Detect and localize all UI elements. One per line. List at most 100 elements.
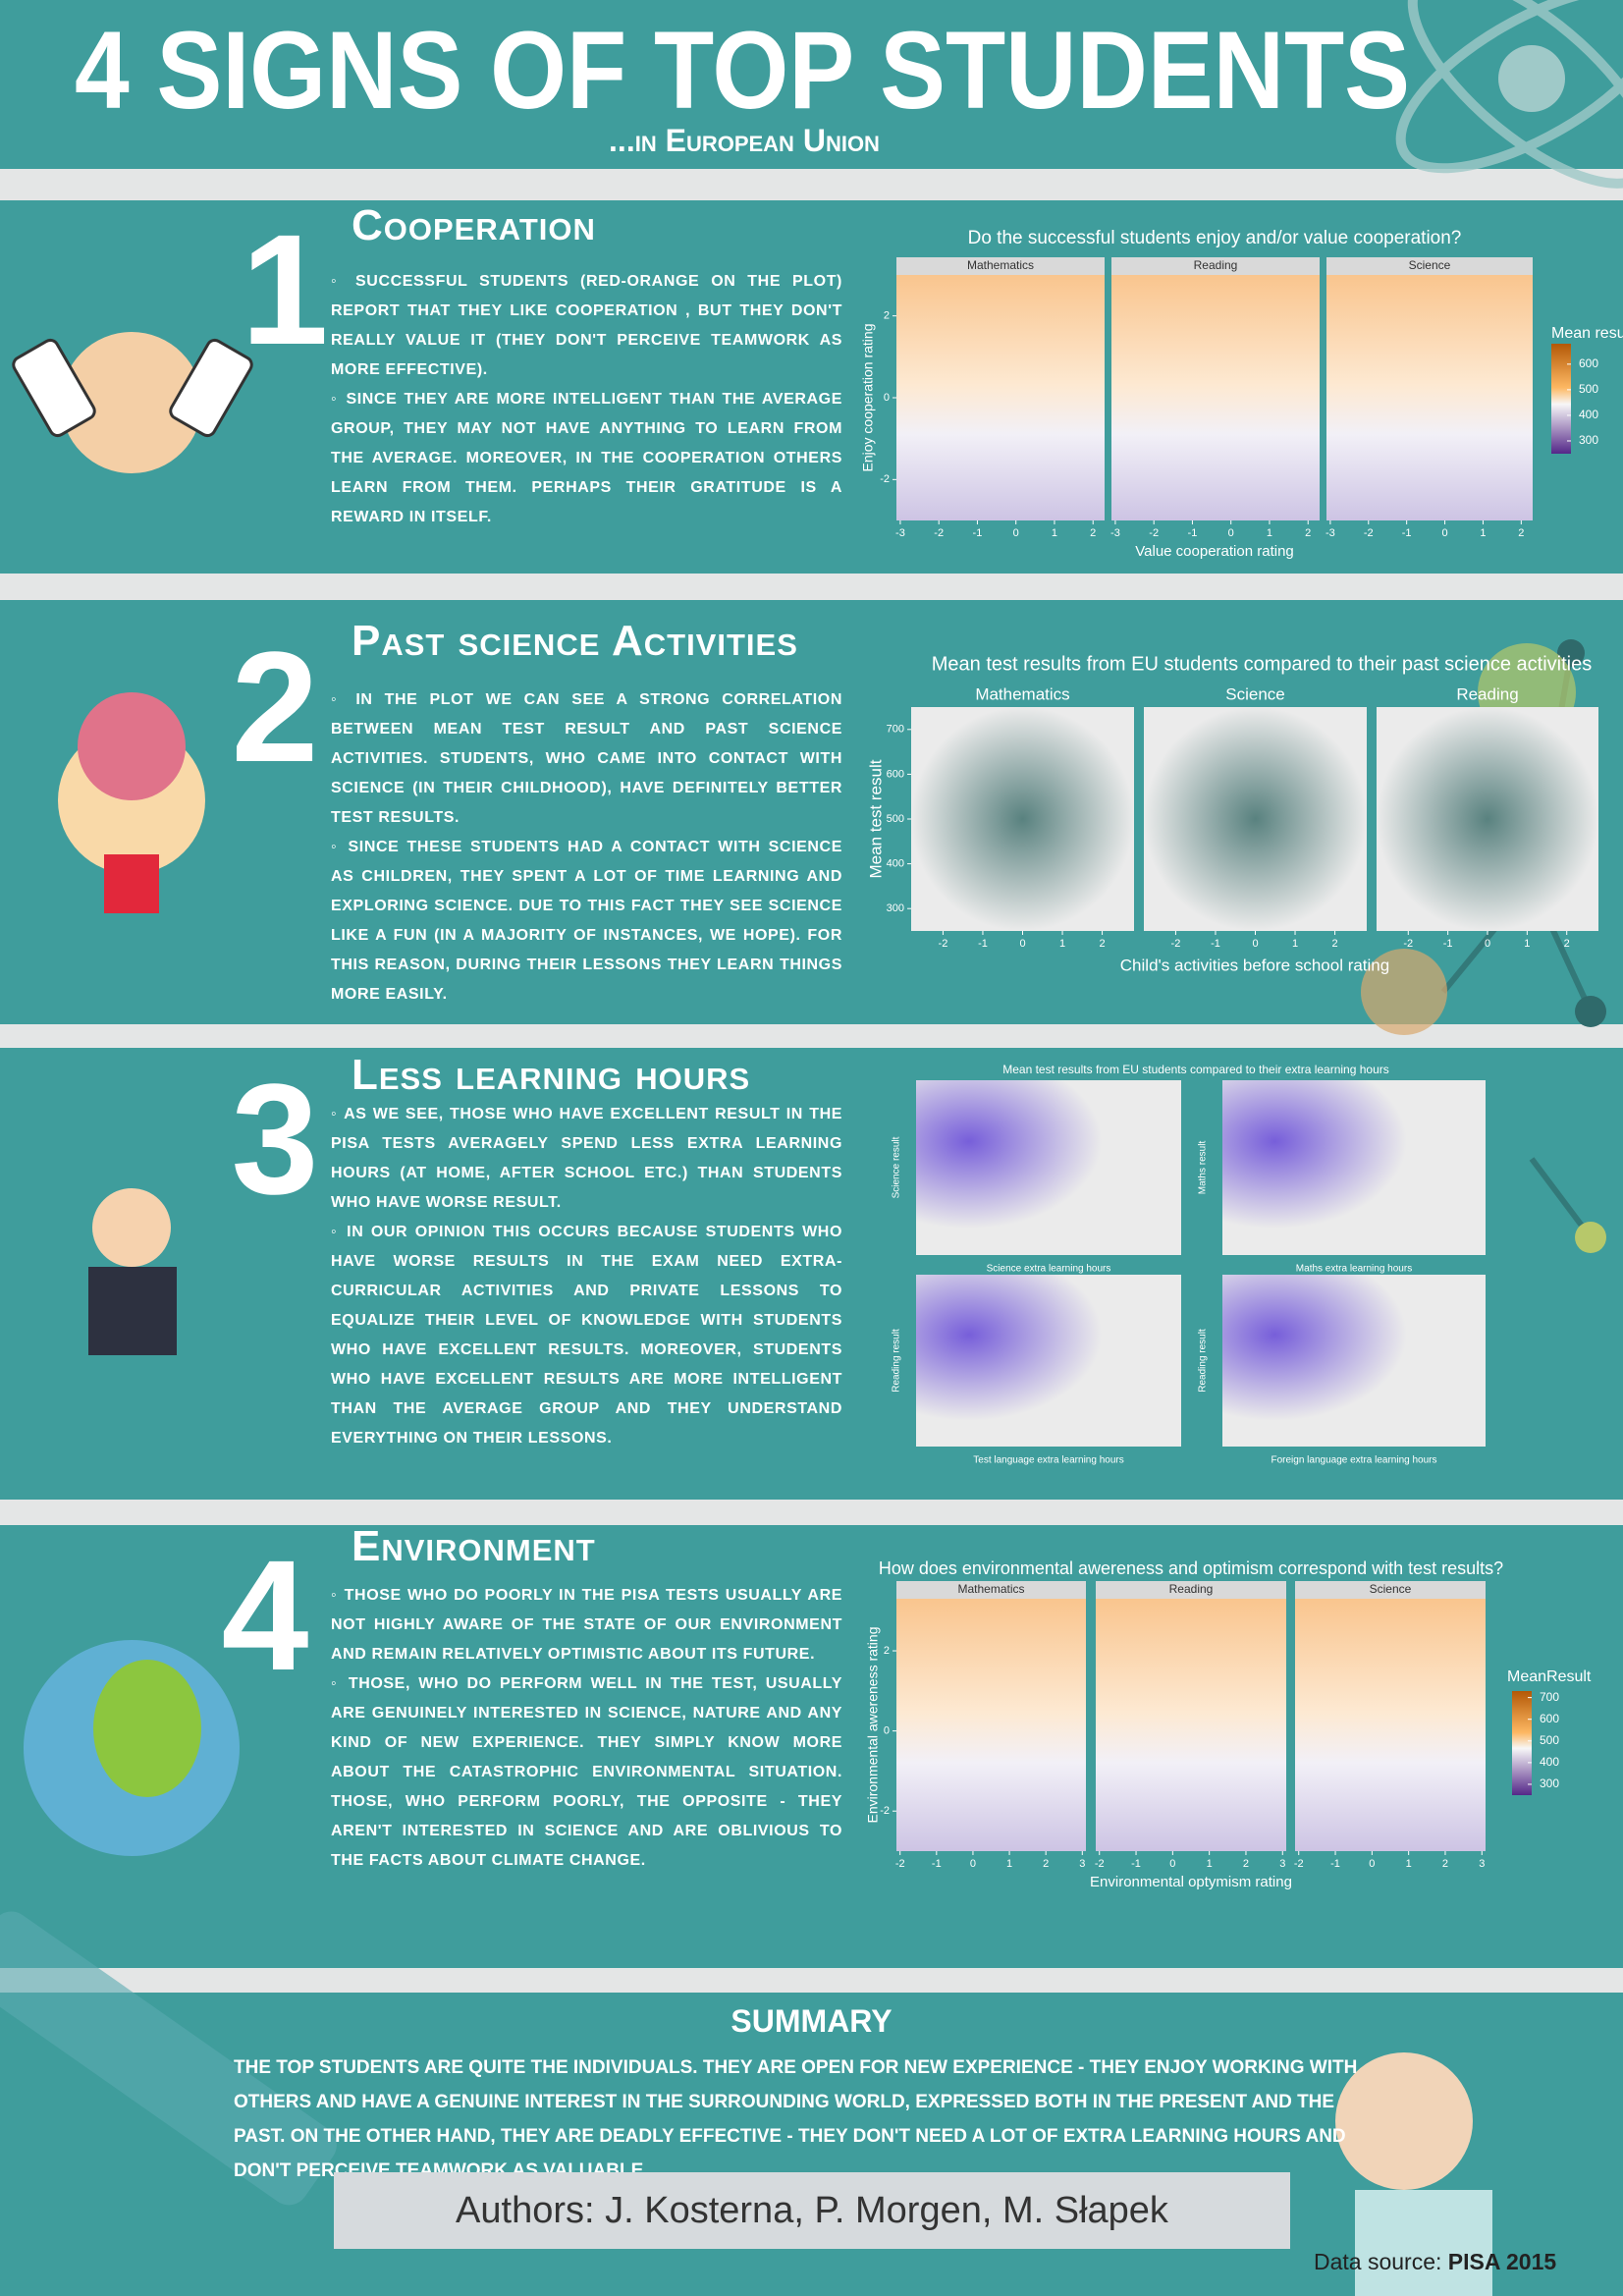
y-axis-label: Maths result xyxy=(1198,1141,1209,1195)
legend-colorbar xyxy=(1512,1691,1532,1795)
x-tick-label: -2 xyxy=(1171,938,1181,950)
x-tick-label: 2 xyxy=(1518,527,1524,539)
plot-title: Mean test results from EU students compa… xyxy=(932,653,1593,675)
x-axis-label: Test language extra learning hours xyxy=(973,1455,1123,1466)
y-tick-label: 2 xyxy=(884,310,890,322)
x-tick-label: 2 xyxy=(1243,1858,1249,1870)
facet-label: Reading xyxy=(1456,684,1518,703)
facet-label: Reading xyxy=(1169,1582,1214,1596)
y-axis-label: Science result xyxy=(892,1136,902,1198)
paragraph: ◦ Since these students had a contact wit… xyxy=(331,839,842,1003)
x-tick-label: -2 xyxy=(1403,938,1413,950)
x-tick-label: 3 xyxy=(1079,1858,1085,1870)
facet-strip xyxy=(1326,257,1533,275)
source-name: PISA 2015 xyxy=(1447,2249,1557,2274)
x-tick-label: -1 xyxy=(1330,1858,1340,1870)
y-tick-label: 700 xyxy=(887,724,904,736)
facet-label: Science xyxy=(1370,1582,1412,1596)
facet-label: Science xyxy=(1225,684,1284,703)
paragraph: ◦ In the plot we can see a strong correl… xyxy=(331,691,842,826)
x-tick-label: 0 xyxy=(1369,1858,1375,1870)
facet-strip xyxy=(1096,1581,1286,1599)
x-tick-label: -2 xyxy=(1149,527,1159,539)
x-tick-label: -1 xyxy=(1211,938,1220,950)
x-tick-label: 0 xyxy=(1441,527,1447,539)
section-heading: Past science Activities xyxy=(352,617,798,665)
x-tick-label: 1 xyxy=(1006,1858,1012,1870)
header-band xyxy=(0,0,1623,169)
y-axis-label: Environmental awereness rating xyxy=(865,1627,881,1824)
x-tick-label: 2 xyxy=(1100,938,1106,950)
x-tick-label: 2 xyxy=(1442,1858,1448,1870)
y-axis-label: Reading result xyxy=(892,1329,902,1393)
paragraph: ◦ Since they are more intelligent than t… xyxy=(331,391,842,525)
facet-label: Mathematics xyxy=(975,684,1069,703)
panel-shading xyxy=(1222,1080,1486,1255)
y-tick-label: 300 xyxy=(887,902,904,914)
plot-panel xyxy=(896,1599,1086,1851)
plot-panel xyxy=(1111,275,1320,520)
source-label: Data source: xyxy=(1314,2249,1442,2274)
plot-panel xyxy=(1326,275,1533,520)
facet-label: Reading xyxy=(1194,258,1238,272)
x-tick-label: -2 xyxy=(1364,527,1374,539)
legend-tick-label: 600 xyxy=(1540,1712,1559,1725)
facet-strip xyxy=(1111,257,1320,275)
y-tick-label: 500 xyxy=(887,813,904,825)
x-tick-label: -1 xyxy=(1131,1858,1141,1870)
x-tick-label: -2 xyxy=(939,938,948,950)
x-tick-label: 1 xyxy=(1406,1858,1412,1870)
x-axis-label: Foreign language extra learning hours xyxy=(1271,1455,1437,1466)
plot-panel xyxy=(1096,1599,1286,1851)
plot-title: Mean test results from EU students compa… xyxy=(1002,1063,1389,1076)
x-tick-label: 1 xyxy=(1207,1858,1213,1870)
title: 4 SIGNS OF TOP STUDENTS xyxy=(75,9,1410,132)
y-axis-label: Reading result xyxy=(1198,1329,1209,1393)
section-text: ◦ Successful students (Red-orange on the… xyxy=(331,267,842,532)
x-tick-label: -2 xyxy=(1294,1858,1304,1870)
legend-tick-label: 600 xyxy=(1579,356,1598,370)
legend-tick-label: 500 xyxy=(1579,382,1598,396)
facet-strip xyxy=(896,1581,1086,1599)
section-number: 4 xyxy=(221,1527,309,1703)
x-tick-label: 1 xyxy=(1267,527,1272,539)
legend-title: MeanResult xyxy=(1507,1668,1592,1685)
x-tick-label: -1 xyxy=(1443,938,1453,950)
y-tick-label: 600 xyxy=(887,768,904,780)
x-tick-label: -1 xyxy=(978,938,988,950)
section-number: 1 xyxy=(241,201,329,377)
x-axis-label: Child's activities before school rating xyxy=(1120,956,1389,974)
paragraph: ◦ Those who do poorly in the PISA tests … xyxy=(331,1587,842,1663)
plot-title: How does environmental awereness and opt… xyxy=(879,1558,1503,1578)
facet-strip xyxy=(896,257,1105,275)
legend-tick-label: 400 xyxy=(1540,1755,1559,1769)
legend-tick-label: 300 xyxy=(1540,1777,1559,1790)
facet-label: Mathematics xyxy=(967,258,1034,272)
paragraph: ◦ Successful students (Red-orange on the… xyxy=(331,273,842,378)
x-tick-label: 0 xyxy=(970,1858,976,1870)
facet-label: Science xyxy=(1409,258,1451,272)
paragraph: ◦ As we see, those who have excellent re… xyxy=(331,1106,842,1211)
panel-shading xyxy=(1222,1275,1486,1447)
panel-shading xyxy=(916,1275,1181,1447)
x-tick-label: -1 xyxy=(973,527,983,539)
subtitle: ...in European Union xyxy=(609,123,880,158)
x-axis-label: Maths extra learning hours xyxy=(1296,1264,1412,1275)
x-tick-label: 1 xyxy=(1524,938,1530,950)
plot-panel xyxy=(896,275,1105,520)
authors: Authors: J. Kosterna, P. Morgen, M. Słap… xyxy=(334,2172,1290,2249)
x-tick-label: 2 xyxy=(1332,938,1338,950)
section-heading: Environment xyxy=(352,1522,596,1570)
x-tick-label: -2 xyxy=(1095,1858,1105,1870)
x-tick-label: -1 xyxy=(932,1858,942,1870)
x-tick-label: 2 xyxy=(1090,527,1096,539)
x-tick-label: -3 xyxy=(1110,527,1120,539)
data-source: Data source: PISA 2015 xyxy=(1314,2249,1556,2275)
y-tick-label: -2 xyxy=(880,473,890,485)
x-tick-label: -2 xyxy=(934,527,944,539)
y-tick-label: 400 xyxy=(887,858,904,870)
x-tick-label: -3 xyxy=(895,527,905,539)
panel-shading xyxy=(1377,707,1598,931)
